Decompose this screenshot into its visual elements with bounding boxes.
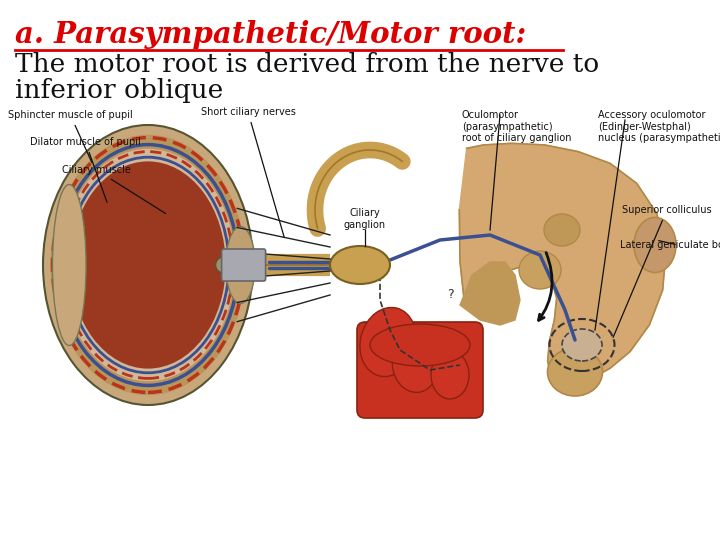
Text: Lateral geniculate body: Lateral geniculate body — [620, 240, 720, 250]
Ellipse shape — [71, 161, 225, 369]
Ellipse shape — [544, 214, 580, 246]
Text: Accessory oculomotor
(Edinger-Westphal)
nucleus (parasympathetic): Accessory oculomotor (Edinger-Westphal) … — [598, 110, 720, 143]
Text: inferior oblique: inferior oblique — [15, 78, 223, 103]
Ellipse shape — [519, 251, 561, 289]
Text: The motor root is derived from the nerve to: The motor root is derived from the nerve… — [15, 52, 599, 77]
Text: Sphincter muscle of pupil: Sphincter muscle of pupil — [8, 110, 132, 163]
Ellipse shape — [547, 348, 603, 396]
Ellipse shape — [50, 135, 246, 395]
Ellipse shape — [370, 324, 470, 366]
Circle shape — [215, 257, 232, 273]
Text: Superior colliculus: Superior colliculus — [613, 205, 711, 338]
Ellipse shape — [392, 338, 438, 393]
FancyBboxPatch shape — [222, 249, 266, 281]
Ellipse shape — [43, 125, 253, 405]
Ellipse shape — [53, 185, 86, 346]
Ellipse shape — [431, 351, 469, 399]
Text: a. Parasympathetic/Motor root:: a. Parasympathetic/Motor root: — [15, 20, 526, 49]
Polygon shape — [459, 143, 666, 383]
Polygon shape — [460, 262, 520, 325]
Ellipse shape — [360, 307, 416, 376]
Text: Oculomotor
(parasympathetic)
root of ciliary ganglion: Oculomotor (parasympathetic) root of cil… — [462, 110, 572, 143]
Ellipse shape — [225, 226, 255, 303]
Ellipse shape — [61, 149, 235, 381]
Text: Ciliary muscle: Ciliary muscle — [62, 165, 166, 213]
Text: Short ciliary nerves: Short ciliary nerves — [201, 107, 295, 238]
Text: Ciliary
ganglion: Ciliary ganglion — [344, 208, 386, 230]
Text: Dilator muscle of pupil: Dilator muscle of pupil — [30, 137, 140, 202]
Ellipse shape — [562, 329, 602, 361]
Ellipse shape — [330, 246, 390, 284]
Text: ?: ? — [446, 288, 454, 301]
FancyBboxPatch shape — [357, 322, 483, 418]
Ellipse shape — [634, 218, 676, 273]
